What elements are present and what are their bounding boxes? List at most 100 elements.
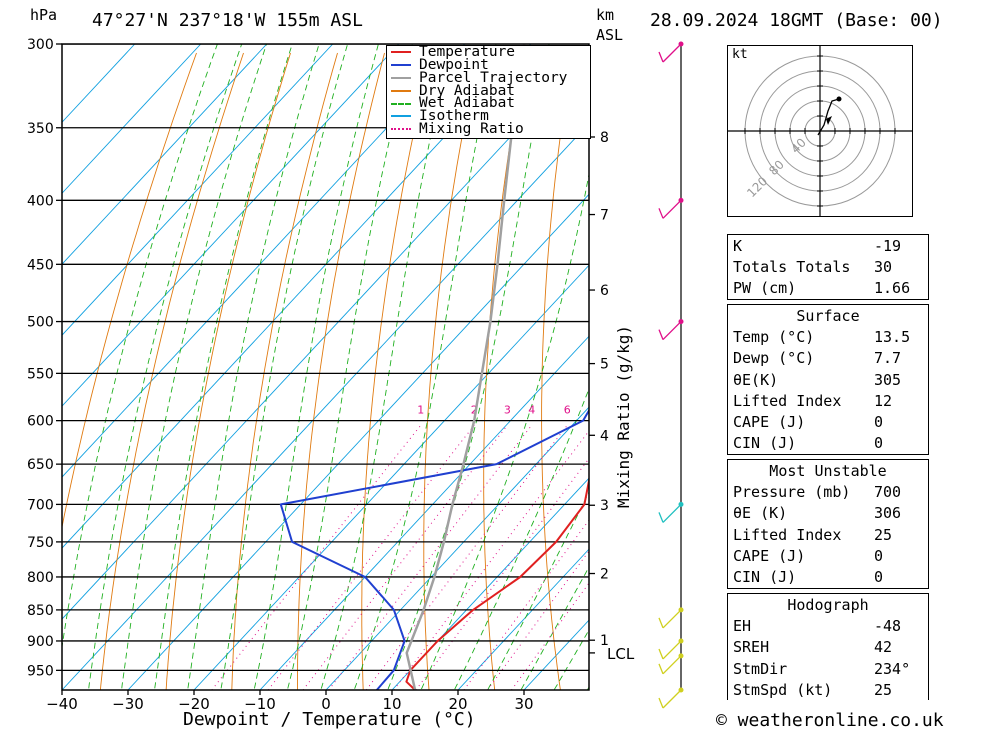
stmspd-label: StmSpd (kt): [733, 680, 833, 699]
wet-adiabat-line: [453, 387, 589, 690]
hodograph-ring-label: 80: [766, 157, 787, 178]
mu-pressure-label: Pressure (mb): [733, 482, 851, 501]
mu-li-label: Lifted Index: [733, 525, 842, 544]
pressure-tick-label: 600: [27, 414, 54, 430]
lcl-label: LCL: [607, 645, 635, 663]
wet-adiabat-line: [121, 44, 268, 690]
dry-adiabat-line: [231, 52, 338, 690]
sreh-row: SREH 42: [728, 637, 928, 658]
temperature-tick-label: −40: [46, 695, 78, 713]
totals-totals-row: Totals Totals 30: [728, 256, 928, 277]
hodograph-trace: [817, 98, 840, 136]
pressure-tick-label: 450: [27, 257, 54, 273]
pressure-tick-label: 550: [27, 366, 54, 382]
legend-swatch: [391, 89, 411, 92]
legend-swatch: [391, 64, 411, 67]
wind-barb-flag: [658, 208, 664, 219]
mu-cape-value: 0: [874, 546, 884, 565]
mu-theta-value: 306: [874, 504, 902, 523]
surface-cin-row: CIN (J) 0: [728, 433, 928, 454]
wind-barb-staff: [662, 199, 682, 219]
legend-label: Dewpoint: [419, 56, 489, 73]
wet-adiabat-line: [62, 44, 218, 650]
surface-cape-row: CAPE (J) 0: [728, 411, 928, 432]
surface-theta-value: 305: [874, 370, 902, 389]
k-index-row: K -19: [728, 235, 928, 256]
stmdir-value: 234°: [874, 659, 911, 678]
km-tick-label: 4: [600, 428, 609, 444]
pressure-tick-label: 900: [27, 634, 54, 650]
parcel-trajectory-line: [405, 44, 526, 690]
mixing-ratio-line: [487, 550, 589, 690]
mixing-ratio-label: 2: [471, 403, 478, 416]
wind-barb-staff: [662, 503, 682, 523]
legend-item: Wet Adiabat: [387, 96, 590, 110]
km-tick-label: 7: [600, 208, 609, 224]
wind-barb-staff: [662, 640, 682, 660]
legend-label: Mixing Ratio: [419, 120, 524, 137]
km-tick-label: 5: [600, 357, 609, 373]
mixing-ratio-label: 8: [590, 403, 597, 416]
most-unstable-panel: Most Unstable Pressure (mb) 700 θE (K) 306…: [727, 459, 929, 589]
mixing-ratio-line: [415, 457, 589, 690]
wind-barb-flag: [658, 51, 664, 63]
wet-adiabat-line: [387, 44, 550, 690]
sreh-label: SREH: [733, 638, 770, 657]
dry-adiabat-line: [297, 52, 385, 690]
pressure-tick-label: 750: [27, 535, 54, 551]
surface-li-label: Lifted Index: [733, 391, 842, 410]
wind-barb-flag: [658, 329, 664, 340]
k-index-label: K: [733, 236, 743, 255]
temperature-tick-label: 30: [514, 695, 533, 713]
indices-panel: K -19 Totals Totals 30 PW (cm) 1.66: [727, 234, 929, 300]
dry-adiabat-line: [361, 52, 432, 690]
mu-cape-label: CAPE (J): [733, 546, 806, 565]
mixing-ratio-axis-label: Mixing Ratio (g/kg): [614, 324, 633, 508]
hodograph-unit-label: kt: [732, 47, 748, 62]
surface-dewp-row: Dewp (°C) 7.7: [728, 348, 928, 369]
legend-label: Isotherm: [419, 108, 489, 125]
temperature-tick-label: −20: [178, 695, 210, 713]
stmspd-value: 25: [874, 680, 893, 699]
km-tick-label: 2: [600, 567, 609, 583]
mu-pressure-value: 700: [874, 482, 902, 501]
legend-swatch: [391, 102, 411, 105]
storm-motion-arrow: [826, 116, 832, 125]
height-unit-km: km: [596, 6, 615, 24]
mixing-ratio-label: 4: [528, 403, 535, 416]
wind-barb-staff: [662, 321, 682, 341]
wind-barb-flag: [658, 512, 664, 523]
pressure-unit-label: hPa: [30, 6, 58, 24]
legend-item: Dewpoint: [387, 56, 590, 73]
legend-swatch: [391, 51, 411, 54]
isotherm-line: [127, 193, 589, 690]
wet-adiabat-line: [420, 172, 589, 690]
surface-temp-value: 13.5: [874, 327, 911, 346]
temperature-tick-label: −10: [244, 695, 276, 713]
isotherm-line: [457, 548, 589, 690]
km-tick-label: 1: [600, 633, 609, 649]
wind-barbs: [658, 41, 684, 709]
mixing-ratio-label: 16: [652, 403, 666, 416]
temperature-tick-label: −30: [112, 695, 144, 713]
isotherm-line: [62, 44, 136, 123]
wet-adiabat-line: [187, 44, 320, 690]
location-title: 47°27'N 237°18'W 155m ASL: [92, 10, 363, 31]
copyright-link[interactable]: © weatheronline.co.uk: [716, 710, 944, 731]
dewpoint-line: [279, 408, 589, 690]
pressure-tick-label: 350: [27, 121, 54, 137]
wind-barb-staff: [662, 655, 682, 675]
mu-theta-row: θE (K) 306: [728, 503, 928, 524]
legend-swatch: [391, 76, 411, 79]
legend-label: Temperature: [419, 44, 516, 61]
mu-li-value: 25: [874, 525, 893, 544]
temperature-tick-label: 0: [321, 695, 331, 713]
dry-adiabat-line: [483, 52, 526, 690]
isotherm-line: [259, 335, 589, 690]
x-axis-label: Dewpoint / Temperature (°C): [183, 709, 476, 730]
surface-li-row: Lifted Index 12: [728, 390, 928, 411]
km-tick-label: 6: [600, 283, 609, 299]
mu-pressure-row: Pressure (mb) 700: [728, 481, 928, 502]
